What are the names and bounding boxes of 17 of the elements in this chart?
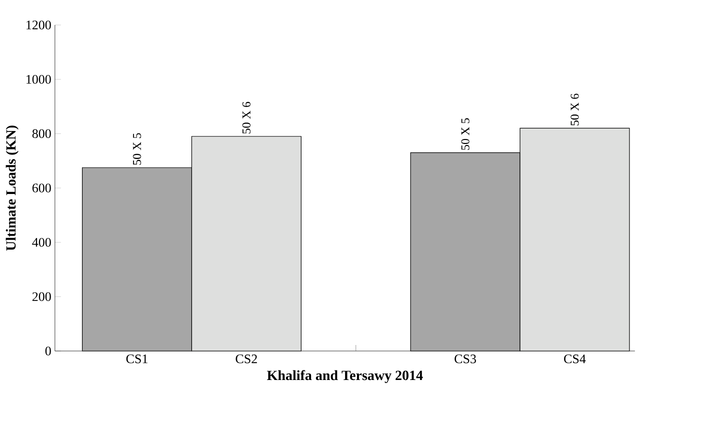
y-axis-title: Ultimate Loads (KN) — [6, 126, 19, 251]
x-tick-label: CS1 — [126, 354, 148, 364]
y-tick-label: 600 — [32, 184, 51, 192]
annotation: 50 X 6 — [570, 94, 579, 126]
y-tick-label: 800 — [32, 129, 51, 138]
x-tick-label: CS3 — [454, 354, 476, 364]
annotation: 50 X 6 — [242, 102, 250, 134]
x-tick-label: CS2 — [236, 354, 257, 364]
y-tick-label: 400 — [32, 238, 51, 247]
annotation: 50 X 5 — [461, 118, 470, 150]
annotation: 50 X 5 — [132, 133, 142, 165]
y-tick-label: 1000 — [26, 74, 51, 84]
x-axis-title: Khalifa and Tersawy 2014 — [267, 370, 423, 384]
y-tick-label: 200 — [32, 292, 51, 302]
y-tick-label: 1200 — [26, 20, 51, 30]
y-tick-label: 0 — [45, 346, 51, 356]
x-tick-label: CS4 — [564, 354, 586, 364]
